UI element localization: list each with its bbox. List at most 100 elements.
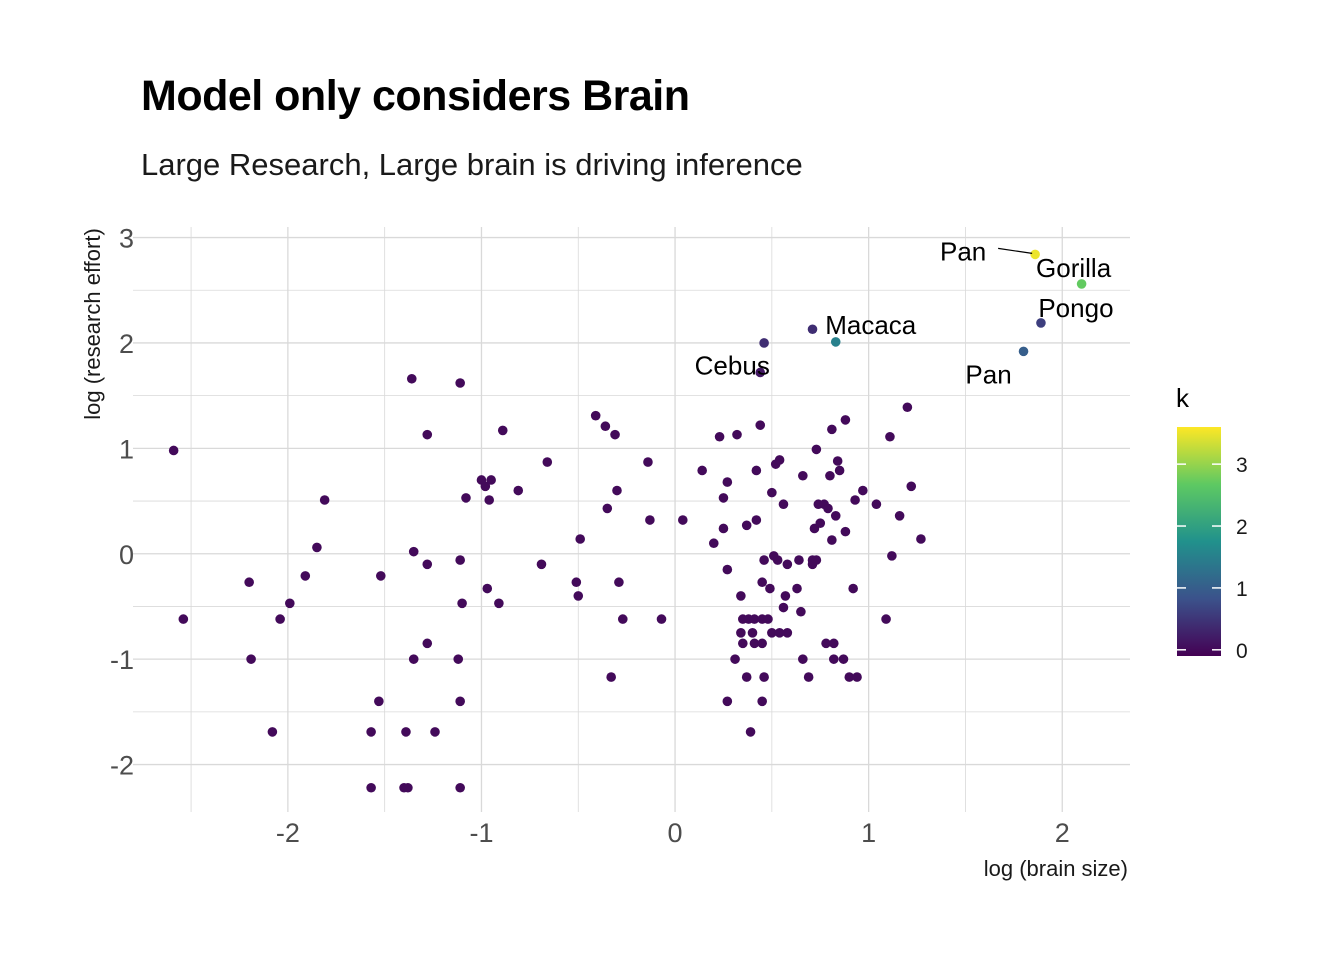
data-point (885, 431, 895, 442)
data-point (480, 481, 491, 492)
x-axis-ticks: -2 -1 0 1 2 (276, 818, 1070, 848)
data-point (244, 577, 254, 588)
color-legend: k 0 1 2 3 (1176, 383, 1248, 663)
data-point (852, 672, 862, 682)
data-point (887, 551, 897, 561)
data-point (606, 672, 616, 682)
data-point (571, 577, 582, 588)
data-point (722, 696, 733, 707)
data-point (774, 455, 785, 465)
data-point (815, 518, 826, 528)
data-point (602, 503, 613, 514)
data-point (871, 499, 882, 510)
data-point (722, 564, 733, 575)
data-point (844, 672, 855, 682)
x-tick-label: -2 (276, 818, 300, 848)
data-point (881, 614, 891, 624)
data-point (374, 696, 384, 707)
major-gridlines (133, 227, 1130, 812)
data-point (375, 571, 386, 581)
y-tick-label: 1 (119, 434, 134, 464)
data-point (778, 602, 789, 613)
data-point (767, 487, 777, 498)
data-point (319, 495, 330, 505)
data-point (422, 429, 433, 440)
data-point (823, 503, 833, 514)
data-point (366, 727, 376, 737)
data-point (678, 515, 688, 525)
data-point (542, 457, 553, 467)
y-tick-label: -2 (110, 751, 134, 781)
data-point (778, 499, 789, 510)
data-point (178, 614, 189, 624)
data-point (494, 598, 504, 609)
data-point (708, 538, 719, 549)
data-point (730, 654, 740, 664)
data-point (757, 638, 767, 649)
data-point (782, 559, 793, 570)
data-point (830, 337, 841, 347)
data-point (366, 782, 376, 793)
data-point (738, 638, 748, 649)
data-point (614, 577, 624, 588)
x-axis-title: log (brain size) (984, 856, 1128, 881)
data-point (798, 470, 808, 481)
data-point (267, 727, 278, 737)
data-point (312, 542, 322, 553)
data-point (772, 555, 783, 565)
data-point (807, 324, 818, 335)
data-point (453, 654, 464, 664)
data-point (457, 598, 467, 609)
data-point (497, 425, 508, 436)
data-point (1036, 318, 1046, 328)
data-point (755, 420, 766, 430)
x-tick-label: 2 (1055, 818, 1070, 848)
data-point (850, 495, 860, 505)
data-point (718, 523, 729, 534)
data-point (610, 429, 620, 440)
data-point (757, 696, 767, 707)
y-axis-title: log (research effort) (80, 228, 105, 420)
data-point (792, 583, 802, 594)
point-label: Gorilla (1036, 253, 1112, 283)
colorbar-tick-label: 3 (1236, 454, 1248, 477)
data-point (749, 614, 760, 624)
data-point (827, 535, 837, 545)
data-point (811, 444, 822, 455)
data-point (829, 638, 839, 649)
data-point (757, 577, 767, 588)
data-point (774, 628, 785, 638)
data-point (1018, 346, 1029, 357)
data-point (486, 475, 496, 485)
data-point (573, 591, 584, 601)
data-point (722, 477, 733, 487)
data-point (830, 511, 841, 521)
data-point (455, 782, 465, 793)
data-points (168, 249, 1087, 793)
data-point (401, 727, 411, 737)
y-axis-ticks: -2 -1 0 1 2 3 (110, 224, 134, 781)
data-point (794, 555, 804, 565)
data-point (827, 424, 837, 435)
data-point (858, 485, 868, 496)
data-point (590, 410, 601, 421)
point-labels: Pan Gorilla Pongo Macaca Cebus Pan (695, 236, 1114, 389)
point-label: Macaca (825, 310, 917, 340)
data-point (455, 555, 465, 565)
data-point (834, 465, 845, 476)
data-point (741, 520, 752, 531)
x-tick-label: 1 (861, 818, 876, 848)
data-point (484, 495, 495, 505)
data-point (275, 614, 285, 624)
chart-title: Model only considers Brain (141, 72, 690, 120)
x-tick-label: 0 (668, 818, 683, 848)
data-point (536, 559, 547, 570)
point-label: Pan (940, 236, 986, 266)
data-point (782, 628, 793, 638)
legend-title: k (1176, 383, 1190, 413)
colorbar (1177, 427, 1221, 656)
point-label: Pongo (1038, 293, 1113, 323)
data-point (780, 591, 791, 601)
data-point (1076, 279, 1087, 289)
data-point (767, 628, 777, 638)
